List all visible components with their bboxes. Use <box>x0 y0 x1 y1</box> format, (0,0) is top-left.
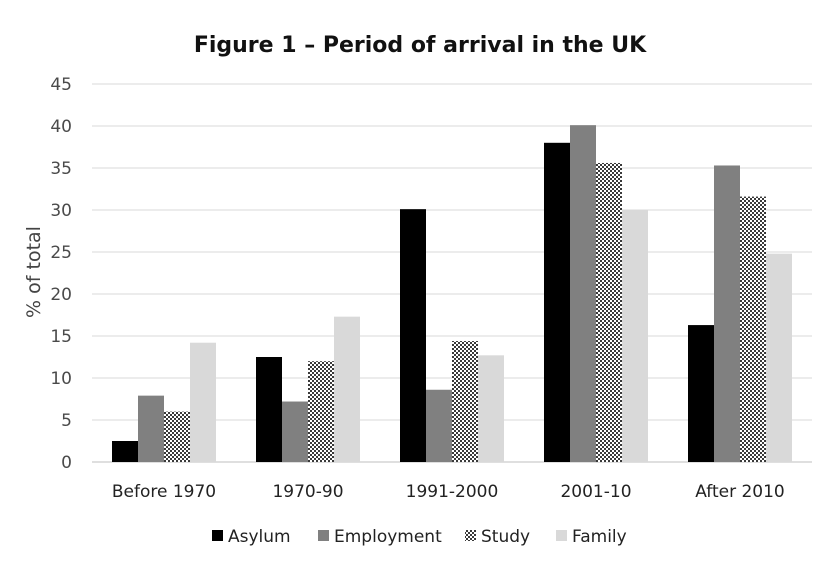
bar-asylum <box>400 209 426 462</box>
legend-swatch-employment <box>318 530 329 541</box>
y-axis-label: % of total <box>23 226 45 318</box>
y-tick-label: 15 <box>50 327 72 347</box>
bar-asylum <box>544 142 570 463</box>
legend-swatch-asylum <box>212 530 223 541</box>
chart-title: Figure 1 – Period of arrival in the UK <box>194 33 647 58</box>
legend-label-family: Family <box>572 527 627 547</box>
bar-family <box>766 253 792 462</box>
bar-study <box>452 341 478 462</box>
y-tick-label: 45 <box>50 75 72 95</box>
legend-label-study: Study <box>481 527 530 547</box>
y-tick-label: 40 <box>50 117 72 137</box>
y-tick-label: 20 <box>50 285 72 305</box>
bars <box>112 125 792 463</box>
bar-study <box>308 361 334 462</box>
y-tick-label: 5 <box>61 411 72 431</box>
bar-study <box>596 162 622 462</box>
y-tick-label: 0 <box>61 453 72 473</box>
bar-family <box>478 355 504 462</box>
y-tick-label: 10 <box>50 369 72 389</box>
legend-label-employment: Employment <box>334 527 442 547</box>
x-category-label: 1970-90 <box>272 482 343 502</box>
bar-study <box>740 196 766 462</box>
y-tick-label: 30 <box>50 201 72 221</box>
x-category-label: After 2010 <box>695 482 785 502</box>
bar-family <box>622 210 648 462</box>
x-category-label: 1991-2000 <box>406 482 499 502</box>
bar-family <box>190 342 216 462</box>
bar-family <box>334 316 360 462</box>
bar-employment <box>138 395 164 462</box>
legend-label-asylum: Asylum <box>228 527 291 547</box>
y-tick-label: 35 <box>50 159 72 179</box>
bar-study <box>164 411 190 462</box>
x-category-label: Before 1970 <box>112 482 216 502</box>
bar-employment <box>570 125 596 462</box>
bar-employment <box>714 165 740 463</box>
x-category-label: 2001-10 <box>560 482 631 502</box>
legend-swatch-study <box>465 530 476 541</box>
bar-asylum <box>112 441 138 462</box>
bar-employment <box>426 389 452 462</box>
x-axis-categories: Before 1970 1970-90 1991-2000 2001-10 After … <box>112 482 785 502</box>
y-tick-label: 25 <box>50 243 72 263</box>
legend: Asylum Employment Study Family <box>212 527 627 547</box>
y-axis-ticks: 0 5 10 15 20 25 30 35 40 45 <box>50 75 72 473</box>
bar-employment <box>282 401 308 462</box>
bar-asylum <box>256 357 282 462</box>
legend-swatch-family <box>556 530 567 541</box>
bar-asylum <box>688 325 714 462</box>
